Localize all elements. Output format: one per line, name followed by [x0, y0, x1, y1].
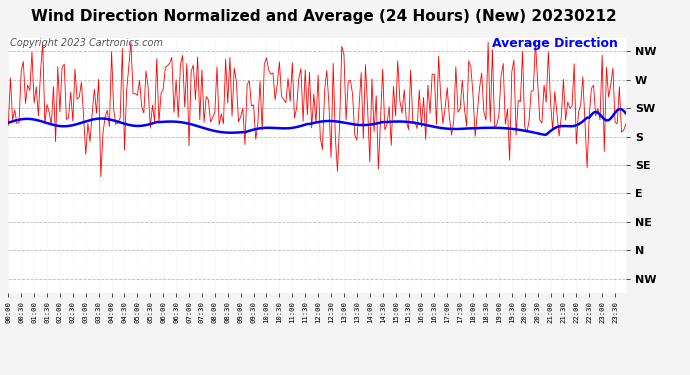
Text: Wind Direction Normalized and Average (24 Hours) (New) 20230212: Wind Direction Normalized and Average (2…: [32, 9, 617, 24]
Text: Copyright 2023 Cartronics.com: Copyright 2023 Cartronics.com: [10, 38, 164, 48]
Text: Average Direction: Average Direction: [492, 38, 618, 51]
